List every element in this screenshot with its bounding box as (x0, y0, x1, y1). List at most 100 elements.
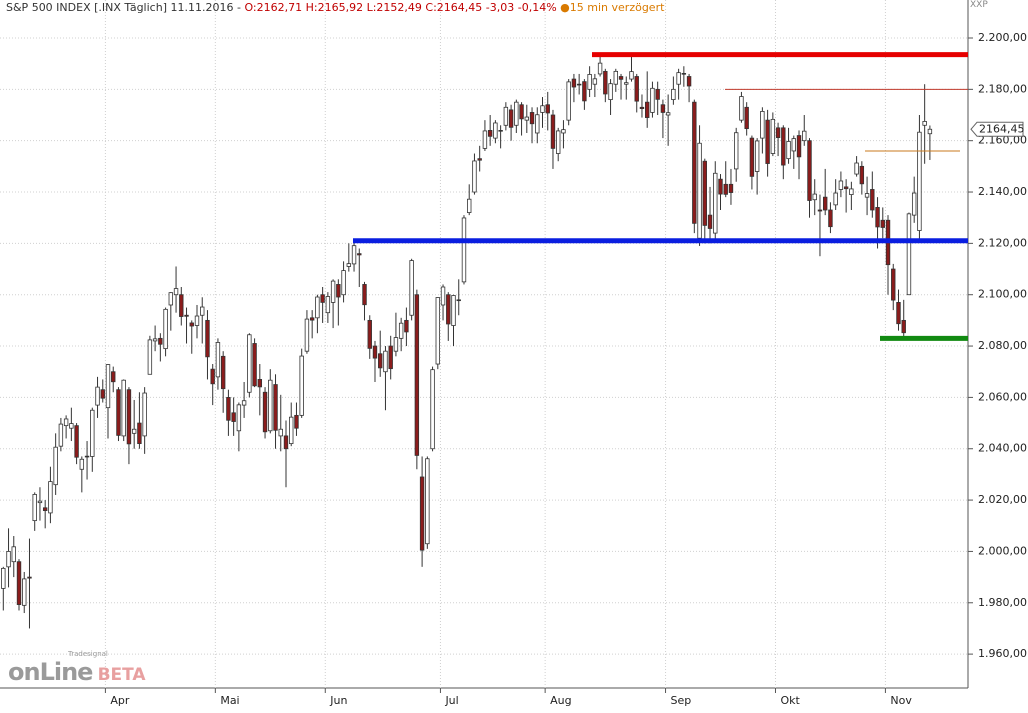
candle-body (749, 137, 755, 177)
candle-body (121, 379, 126, 437)
candle-body (849, 188, 854, 195)
candle-body (843, 186, 849, 190)
candle-body (545, 104, 550, 114)
last-price-box (970, 121, 1024, 137)
candle-body (739, 96, 744, 121)
candle-body (304, 318, 310, 352)
candle-body (524, 116, 529, 121)
candle-body (859, 165, 865, 185)
candle-body (576, 83, 582, 86)
candle-body (383, 350, 388, 373)
y-tick-label: 2.060,00 (978, 390, 1027, 403)
candle-body (781, 127, 786, 166)
candle-body (822, 196, 828, 211)
candle-body (330, 280, 336, 303)
x-tick-label: Mai (220, 694, 239, 707)
candle-body (351, 245, 357, 265)
candle-body (540, 105, 545, 113)
candle-body (676, 72, 681, 85)
candle-body (58, 423, 64, 447)
candle-body (906, 213, 912, 296)
candle-body (702, 160, 707, 226)
candle-body (69, 423, 74, 429)
candle-body (147, 339, 153, 375)
candle-body (341, 270, 346, 296)
candle-body (262, 391, 268, 433)
candle-body (100, 389, 105, 399)
x-tick-label: Sep (671, 694, 692, 707)
candle-body (398, 322, 404, 339)
candle-body (325, 296, 331, 314)
candle-body (618, 76, 624, 80)
candle-body (53, 446, 58, 486)
candle-body (587, 74, 592, 90)
candle-body (451, 295, 456, 326)
candle-body (79, 458, 85, 470)
candle-body (32, 494, 37, 522)
candle-body (770, 118, 776, 154)
candle-body (697, 142, 702, 239)
candle-body (775, 127, 781, 138)
logo-small: Tradesignal (68, 650, 108, 658)
candle-body (48, 481, 53, 514)
candle-body (189, 322, 194, 327)
candle-body (629, 71, 634, 80)
candle-body (508, 109, 514, 128)
candle-body (765, 119, 770, 164)
candle-body (320, 294, 325, 303)
y-tick-label: 2.140,00 (978, 185, 1027, 198)
candle-body (880, 219, 885, 228)
candle-body (529, 112, 535, 125)
candle-body (639, 106, 645, 109)
y-tick-label: 2.120,00 (978, 236, 1027, 249)
candle-body (268, 379, 273, 432)
candle-body (111, 371, 116, 383)
candle-body (131, 428, 137, 434)
candle-body (168, 292, 174, 306)
candle-body (896, 302, 901, 325)
y-tick-label: 2.080,00 (978, 339, 1027, 352)
candle-body (116, 389, 121, 436)
candle-body (655, 88, 660, 100)
candle-body (299, 355, 304, 416)
y-tick-label: 2.040,00 (978, 442, 1027, 455)
candle-body (425, 458, 430, 545)
candle-body (90, 409, 95, 457)
candle-body (220, 355, 226, 390)
candle-body (796, 135, 802, 158)
candle-body (257, 379, 263, 388)
candle-body (503, 106, 509, 126)
y-tick-label: 2.180,00 (978, 82, 1027, 95)
candle-body (105, 364, 111, 409)
candle-body (487, 130, 493, 137)
candle-body (608, 83, 613, 101)
candle-body (278, 428, 283, 437)
candle-body (294, 414, 299, 429)
candle-body (6, 551, 11, 568)
candle-body (686, 76, 692, 87)
candle-body (388, 345, 393, 370)
candle-body (472, 160, 477, 193)
candle-body (74, 425, 79, 458)
candle-body (754, 140, 760, 172)
x-tick-label: Nov (890, 694, 912, 707)
candle-body (137, 422, 142, 445)
candle-body (158, 337, 163, 345)
candle-body (378, 353, 383, 369)
candle-body (215, 342, 221, 378)
logo-brand: onLine (8, 658, 93, 686)
candle-body (205, 319, 210, 358)
x-tick-label: Aug (550, 694, 571, 707)
candle-body (419, 476, 425, 551)
candle-body (875, 207, 880, 228)
candle-body (409, 260, 414, 316)
candle-body (603, 70, 608, 95)
candle-body (561, 129, 566, 134)
candle-body (786, 141, 791, 160)
x-tick-label: Okt (780, 694, 800, 707)
x-tick-label: Jul (444, 694, 458, 707)
candle-body (393, 337, 399, 352)
candle-body (864, 193, 870, 198)
